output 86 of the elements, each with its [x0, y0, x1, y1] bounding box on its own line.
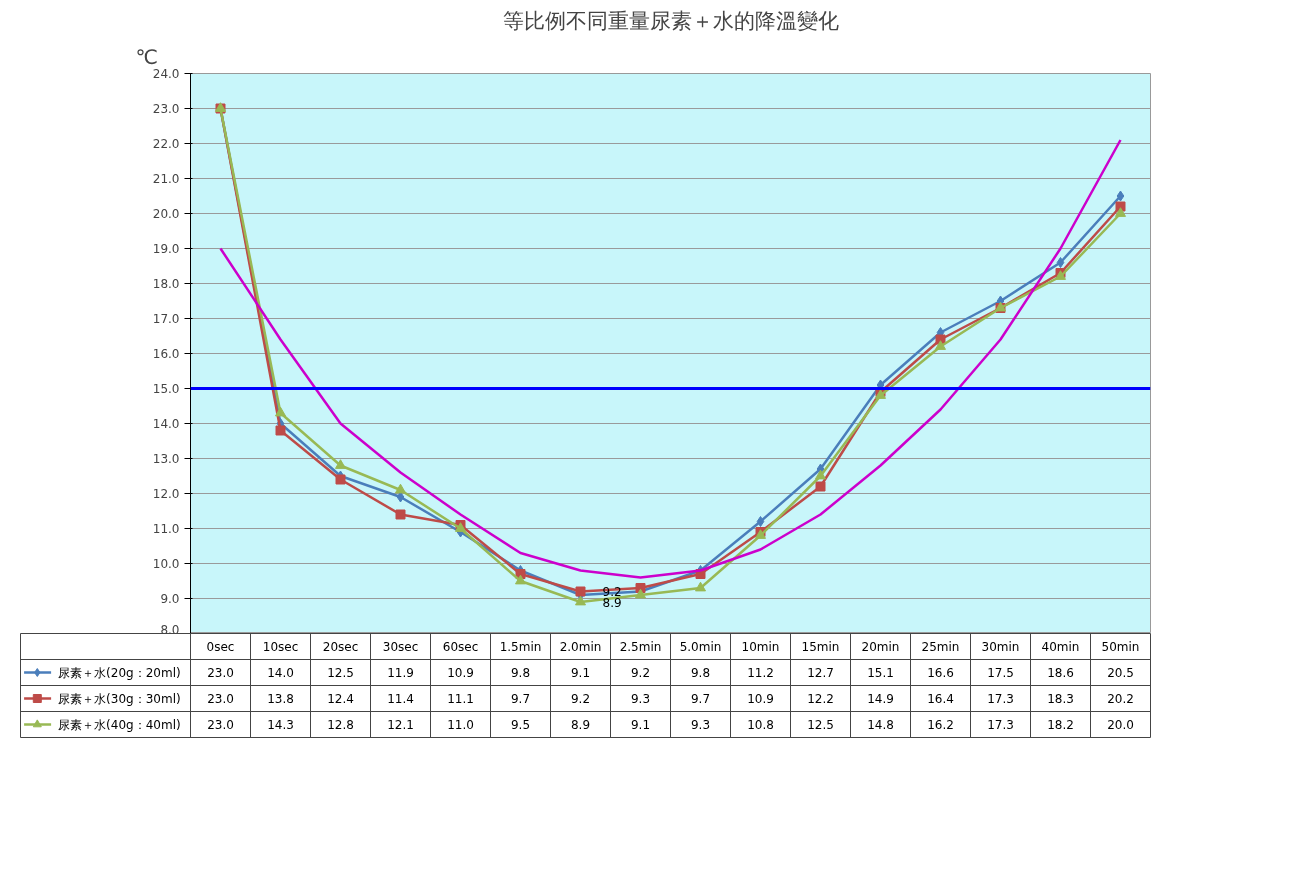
data-label: 12.8 [327, 718, 354, 732]
data-label: 18.2 [1047, 718, 1074, 732]
data-label: 12.7 [807, 666, 834, 680]
x-tick-label: 20sec [322, 639, 359, 654]
data-label: 17.3 [987, 718, 1014, 732]
x-tick-label: 2.0min [559, 639, 602, 654]
x-tick-label: 40min [1041, 639, 1080, 654]
legend-label: 尿素＋水(30g：30ml) [58, 691, 181, 706]
x-tick-label: 60sec [442, 639, 479, 654]
y-tick-label: 20.0 [152, 207, 180, 221]
data-label: 9.2 [570, 692, 591, 706]
data-label: 17.5 [987, 666, 1014, 680]
data-label: 9.2 [630, 666, 651, 680]
legend-label: 尿素＋水(40g：40ml) [58, 717, 181, 732]
data-label: 18.6 [1047, 666, 1074, 680]
x-tick-label: 2.5min [619, 639, 662, 654]
data-label: 12.1 [387, 718, 414, 732]
y-tick-label: 11.0 [152, 522, 180, 536]
data-label: 14.8 [867, 718, 894, 732]
data-label: 9.8 [510, 666, 531, 680]
data-label: 23.0 [207, 692, 234, 706]
data-label: 9.7 [690, 692, 711, 706]
y-tick-label: 12.0 [152, 487, 180, 501]
y-tick-label: 8.0 [160, 622, 180, 637]
data-label: 8.9 [570, 718, 591, 732]
data-label: 23.0 [207, 718, 234, 732]
y-axis-title: ℃ [135, 44, 158, 69]
x-tick-label: 10sec [262, 639, 299, 654]
data-label: 13.8 [267, 692, 294, 706]
x-tick-label: 30min [981, 639, 1020, 654]
data-label: 20.5 [1107, 666, 1134, 680]
data-label: 12.5 [327, 666, 354, 680]
y-tick-label: 9.0 [160, 592, 180, 606]
data-label: 12.4 [327, 692, 354, 706]
data-label: 23.0 [207, 666, 234, 680]
data-label: 11.2 [747, 666, 774, 680]
data-label: 9.3 [630, 692, 651, 706]
data-label: 18.3 [1047, 692, 1074, 706]
y-tick-label: 22.0 [152, 137, 180, 151]
x-tick-label: 1.5min [499, 639, 542, 654]
y-tick-label: 15.0 [152, 382, 180, 396]
data-label: 14.9 [867, 692, 894, 706]
y-tick-label: 17.0 [152, 312, 180, 326]
data-label: 16.2 [927, 718, 954, 732]
y-tick-label: 13.0 [152, 452, 180, 466]
x-tick-label: 0sec [206, 639, 235, 654]
y-tick-label: 19.0 [152, 242, 180, 256]
y-tick-label: 24.0 [152, 67, 180, 81]
y-tick-label: 23.0 [152, 102, 180, 116]
data-label: 17.3 [987, 692, 1014, 706]
data-label: 9.3 [690, 718, 711, 732]
data-label: 10.9 [747, 692, 774, 706]
data-label: 14.3 [267, 718, 294, 732]
data-label: 11.4 [387, 692, 414, 706]
data-label: 9.5 [510, 718, 531, 732]
x-tick-label: 15min [801, 639, 840, 654]
y-tick-label: 14.0 [152, 417, 180, 431]
y-tick-label: 21.0 [152, 172, 180, 186]
data-label: 20.0 [1107, 718, 1134, 732]
data-label: 9.8 [690, 666, 711, 680]
x-tick-label: 50min [1101, 639, 1140, 654]
data-label: 11.1 [447, 692, 474, 706]
data-label: 9.7 [510, 692, 531, 706]
legend-label: 尿素＋水(20g：20ml) [58, 665, 181, 680]
data-label: 14.0 [267, 666, 294, 680]
x-tick-label: 10min [741, 639, 780, 654]
x-tick-label: 25min [921, 639, 960, 654]
x-tick-label: 20min [861, 639, 900, 654]
data-label: 12.2 [807, 692, 834, 706]
data-label: 16.4 [927, 692, 954, 706]
y-tick-label: 16.0 [152, 347, 180, 361]
data-label: 10.9 [447, 666, 474, 680]
y-tick-label: 18.0 [152, 277, 180, 291]
y-tick-label: 10.0 [152, 557, 180, 571]
data-label: 12.5 [807, 718, 834, 732]
chart-title: 等比例不同重量尿素＋水的降溫變化 [502, 7, 839, 33]
data-label: 15.1 [867, 666, 894, 680]
x-tick-label: 30sec [382, 639, 419, 654]
data-label: 11.9 [387, 666, 414, 680]
data-label: 9.1 [570, 666, 591, 680]
x-tick-label: 5.0min [679, 639, 722, 654]
data-label: 20.2 [1107, 692, 1134, 706]
data-label: 11.0 [447, 718, 474, 732]
data-label: 10.8 [747, 718, 774, 732]
data-label: 9.1 [630, 718, 651, 732]
data-label: 16.6 [927, 666, 954, 680]
